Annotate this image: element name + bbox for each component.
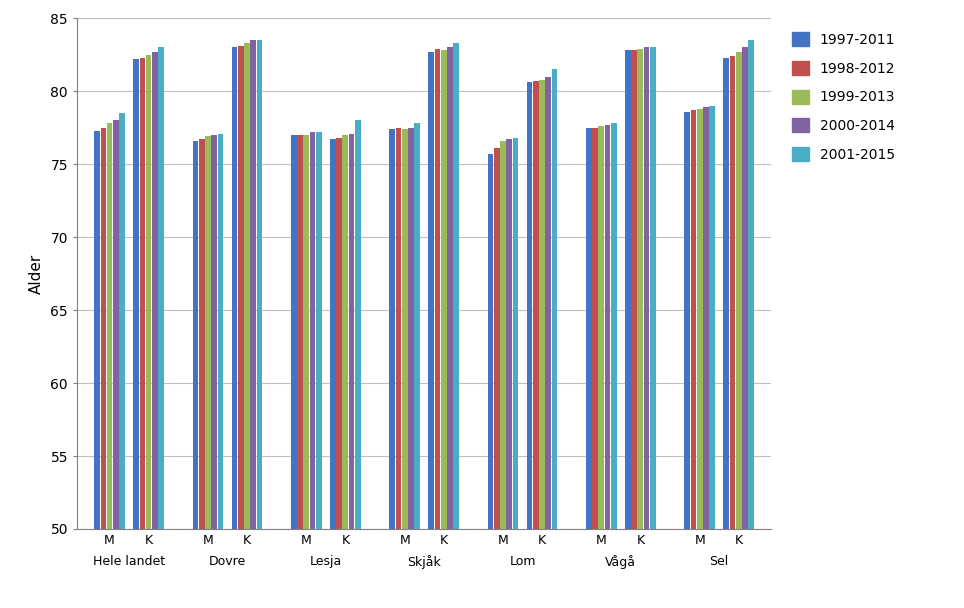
Bar	[330, 139, 335, 529]
Text: Skjåk: Skjåk	[407, 555, 442, 569]
Bar	[140, 58, 146, 529]
Bar	[723, 58, 729, 529]
Bar	[625, 50, 630, 529]
Bar	[218, 134, 224, 529]
Bar	[533, 81, 539, 529]
Bar	[205, 136, 211, 529]
Bar	[336, 138, 342, 529]
Bar	[684, 112, 690, 529]
Bar	[100, 128, 106, 529]
Bar	[551, 69, 557, 529]
Bar	[297, 135, 303, 529]
Y-axis label: Alder: Alder	[29, 254, 43, 294]
Bar	[408, 128, 414, 529]
Bar	[453, 43, 459, 529]
Bar	[152, 52, 158, 529]
Bar	[133, 59, 139, 529]
Text: Lom: Lom	[509, 555, 536, 568]
Bar	[316, 132, 322, 529]
Text: Dovre: Dovre	[209, 555, 246, 568]
Bar	[441, 50, 446, 529]
Bar	[546, 77, 551, 529]
Bar	[389, 129, 395, 529]
Bar	[710, 106, 715, 529]
Bar	[611, 123, 617, 529]
Text: Hele landet: Hele landet	[94, 555, 165, 568]
Bar	[211, 135, 217, 529]
Bar	[539, 80, 545, 529]
Bar	[291, 135, 297, 529]
Bar	[120, 113, 125, 529]
Bar	[650, 47, 656, 529]
Bar	[304, 135, 309, 529]
Bar	[395, 128, 401, 529]
Bar	[349, 134, 355, 529]
Bar	[604, 125, 610, 529]
Bar	[435, 49, 441, 529]
Bar	[244, 43, 250, 529]
Bar	[158, 47, 164, 529]
Bar	[256, 40, 262, 529]
Text: Vågå: Vågå	[605, 555, 636, 569]
Bar	[697, 109, 703, 529]
Bar	[238, 46, 244, 529]
Bar	[428, 52, 434, 529]
Bar	[355, 120, 361, 529]
Bar	[730, 56, 736, 529]
Bar	[631, 50, 637, 529]
Bar	[251, 40, 256, 529]
Bar	[526, 83, 532, 529]
Bar	[199, 139, 204, 529]
Bar	[342, 135, 348, 529]
Bar	[690, 110, 696, 529]
Bar	[586, 128, 592, 529]
Bar	[748, 40, 754, 529]
Bar	[107, 123, 113, 529]
Bar	[736, 52, 741, 529]
Text: Sel: Sel	[710, 555, 729, 568]
Bar	[506, 139, 512, 529]
Bar	[742, 47, 748, 529]
Legend: 1997-2011, 1998-2012, 1999-2013, 2000-2014, 2001-2015: 1997-2011, 1998-2012, 1999-2013, 2000-20…	[785, 25, 902, 168]
Bar	[703, 107, 709, 529]
Bar	[415, 123, 420, 529]
Bar	[309, 132, 315, 529]
Bar	[644, 47, 650, 529]
Bar	[637, 49, 643, 529]
Bar	[494, 148, 499, 529]
Bar	[94, 131, 100, 529]
Text: Lesja: Lesja	[309, 555, 342, 568]
Bar	[447, 47, 453, 529]
Bar	[488, 154, 494, 529]
Bar	[146, 55, 151, 529]
Bar	[193, 141, 199, 529]
Bar	[500, 141, 506, 529]
Bar	[592, 128, 598, 529]
Bar	[599, 126, 604, 529]
Bar	[513, 138, 519, 529]
Bar	[113, 120, 119, 529]
Bar	[402, 129, 408, 529]
Bar	[231, 47, 237, 529]
